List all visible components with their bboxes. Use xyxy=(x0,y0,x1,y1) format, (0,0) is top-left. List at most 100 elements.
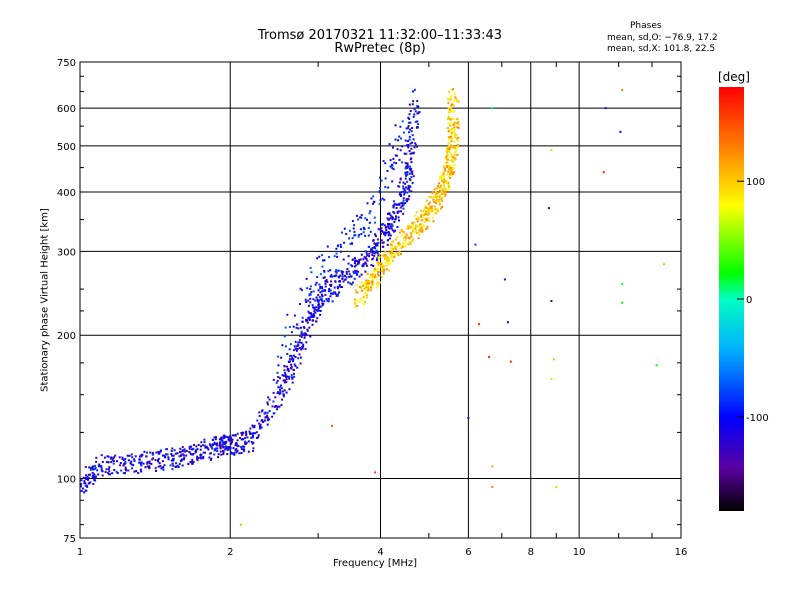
o-mode-point xyxy=(139,468,142,471)
o-mode-point xyxy=(231,452,234,455)
x-mode-point xyxy=(387,258,390,261)
x-mode-point xyxy=(417,237,420,240)
o-mode-point xyxy=(360,214,363,217)
o-mode-point xyxy=(374,235,377,238)
o-mode-point xyxy=(288,388,291,391)
o-mode-point xyxy=(231,438,234,441)
o-mode-point xyxy=(365,264,368,267)
x-mode-point xyxy=(447,148,450,151)
x-mode-point xyxy=(410,233,413,236)
o-mode-point xyxy=(362,262,365,265)
x-mode-point xyxy=(440,174,443,177)
x-mode-point xyxy=(355,291,358,294)
o-mode-point xyxy=(354,262,357,265)
o-mode-point xyxy=(381,241,384,244)
o-mode-point xyxy=(406,191,409,194)
o-mode-point xyxy=(401,120,404,123)
o-mode-point xyxy=(220,453,223,456)
o-mode-point xyxy=(404,162,407,165)
x-mode-point xyxy=(438,196,441,199)
o-mode-point xyxy=(360,273,363,276)
o-mode-point xyxy=(189,446,192,449)
o-mode-point xyxy=(321,304,324,307)
x-mode-point xyxy=(446,166,449,169)
o-mode-point xyxy=(387,227,390,230)
o-mode-point xyxy=(335,268,338,271)
o-mode-point xyxy=(355,264,358,267)
o-mode-point xyxy=(327,270,330,273)
o-mode-point xyxy=(315,308,318,311)
x-mode-point xyxy=(420,215,423,218)
o-mode-point xyxy=(280,387,283,390)
x-mode-point xyxy=(390,254,393,257)
o-mode-point xyxy=(279,384,282,387)
o-mode-point xyxy=(353,224,356,227)
x-mode-point xyxy=(453,126,456,129)
o-mode-point xyxy=(290,374,293,377)
o-mode-point xyxy=(384,177,387,180)
o-mode-point xyxy=(306,321,309,324)
x-mode-point xyxy=(400,253,403,256)
o-mode-point xyxy=(309,312,312,315)
o-mode-point xyxy=(188,451,191,454)
x-mode-point xyxy=(453,145,456,148)
sporadic-point xyxy=(621,283,624,286)
o-mode-point xyxy=(123,472,126,475)
x-mode-point xyxy=(432,191,435,194)
o-mode-point xyxy=(294,340,297,343)
o-mode-point xyxy=(295,349,298,352)
o-mode-point xyxy=(181,450,184,453)
x-mode-point xyxy=(447,101,450,104)
o-mode-point xyxy=(251,436,254,439)
x-mode-point xyxy=(443,167,446,170)
o-mode-point xyxy=(113,469,116,472)
o-mode-point xyxy=(313,315,316,318)
x-mode-point xyxy=(453,164,456,167)
x-mode-point xyxy=(446,153,449,156)
o-mode-point xyxy=(288,348,291,351)
o-mode-point xyxy=(165,453,168,456)
o-mode-point xyxy=(408,195,411,198)
o-mode-point xyxy=(377,241,380,244)
x-mode-point xyxy=(414,225,417,228)
sporadic-point xyxy=(506,321,509,324)
x-mode-point xyxy=(453,171,456,174)
o-mode-point xyxy=(294,355,297,358)
o-mode-point xyxy=(223,434,226,437)
o-mode-point xyxy=(241,445,244,448)
o-mode-point xyxy=(416,120,419,123)
o-mode-point xyxy=(211,438,214,441)
o-mode-point xyxy=(83,491,86,494)
o-mode-point xyxy=(413,108,416,111)
x-mode-point xyxy=(369,276,372,279)
o-mode-point xyxy=(343,274,346,277)
x-mode-point xyxy=(397,253,400,256)
o-mode-point xyxy=(219,437,222,440)
o-mode-point xyxy=(417,112,420,115)
o-mode-point xyxy=(286,365,289,368)
o-mode-point xyxy=(214,438,217,441)
x-mode-point xyxy=(431,216,434,219)
o-mode-point xyxy=(333,286,336,289)
o-mode-point xyxy=(393,161,396,164)
o-mode-point xyxy=(236,432,239,435)
x-mode-point xyxy=(433,205,436,208)
o-mode-point xyxy=(146,461,149,464)
o-mode-point xyxy=(396,212,399,215)
o-mode-point xyxy=(309,335,312,338)
x-mode-point xyxy=(450,144,453,147)
x-mode-point xyxy=(437,199,440,202)
o-mode-point xyxy=(286,375,289,378)
o-mode-point xyxy=(234,434,237,437)
x-mode-point xyxy=(359,297,362,300)
o-mode-point xyxy=(377,228,380,231)
o-mode-point xyxy=(318,283,321,286)
o-mode-point xyxy=(376,238,379,241)
o-mode-point xyxy=(389,165,392,168)
x-mode-point xyxy=(379,281,382,284)
y-tick-label: 750 xyxy=(57,58,76,69)
x-mode-point xyxy=(367,279,370,282)
o-mode-point xyxy=(107,468,110,471)
o-mode-point xyxy=(325,279,328,282)
